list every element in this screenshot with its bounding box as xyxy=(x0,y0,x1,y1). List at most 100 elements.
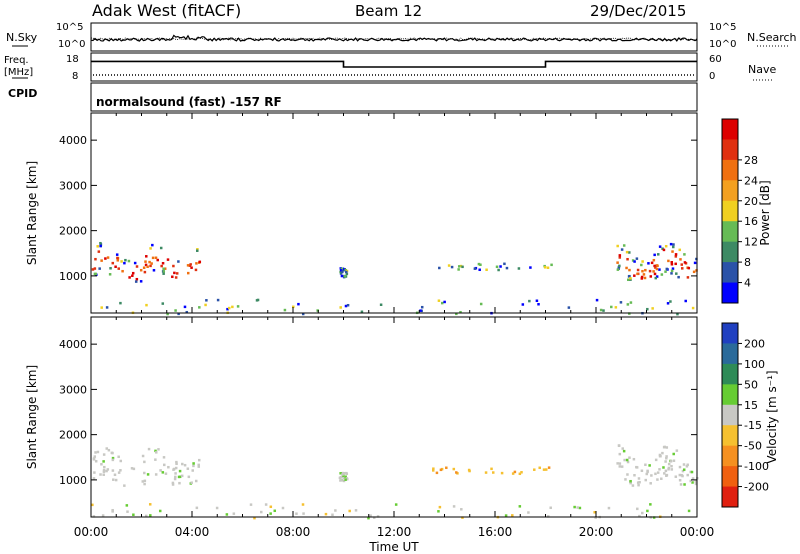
scatter-cell xyxy=(420,305,424,309)
scatter-cell xyxy=(117,471,121,474)
power-y-axis: 1000 2000 3000 4000 xyxy=(59,113,698,313)
cpid-text: normalsound (fast) -157 RF xyxy=(96,95,282,109)
scatter-cell xyxy=(177,312,180,316)
scatter-cell xyxy=(542,468,546,471)
scatter-cell xyxy=(637,477,641,480)
scatter-cell xyxy=(691,477,695,480)
x-tick-label: 00:00 xyxy=(680,525,715,539)
scatter-cell xyxy=(419,309,422,312)
scatter-cell xyxy=(682,468,686,471)
scatter-cell xyxy=(626,473,629,476)
scatter-cell xyxy=(143,482,146,486)
scatter-cell xyxy=(106,256,110,259)
scatter-cell xyxy=(443,300,446,304)
scatter-cell xyxy=(479,263,482,267)
scatter-cell xyxy=(457,268,460,271)
scatter-cell xyxy=(669,242,673,246)
scatter-cell xyxy=(664,469,668,473)
colorbar-tick-label: 28 xyxy=(744,154,758,167)
scatter-cell xyxy=(102,460,105,463)
scatter-cell xyxy=(123,484,126,487)
scatter-cell xyxy=(633,274,636,277)
scatter-cell xyxy=(654,276,658,280)
scatter-cell xyxy=(511,514,514,517)
scatter-cell xyxy=(646,509,649,513)
scatter-cell xyxy=(652,516,656,519)
scatter-cell xyxy=(131,271,135,275)
scatter-cell xyxy=(640,275,644,279)
scatter-cell xyxy=(593,511,596,514)
scatter-cell xyxy=(686,276,690,279)
y-tick-label: 4000 xyxy=(59,338,87,351)
scatter-cell xyxy=(543,266,547,269)
colorbar-cell xyxy=(722,445,738,467)
scatter-cell xyxy=(632,457,636,461)
scatter-cell xyxy=(102,453,106,456)
scatter-cell xyxy=(144,514,148,518)
power-colorbar: 4 8 12 16 20 24 28 xyxy=(721,118,758,304)
scatter-cell xyxy=(682,463,686,466)
scatter-cell xyxy=(154,473,158,476)
scatter-cell xyxy=(107,448,111,452)
scatter-cell xyxy=(550,263,553,267)
scatter-cell xyxy=(447,264,451,267)
scatter-cell xyxy=(112,478,115,481)
scatter-cell xyxy=(94,272,97,276)
scatter-cell xyxy=(127,259,131,263)
scatter-cell xyxy=(616,261,619,264)
scatter-cell xyxy=(171,275,174,279)
scatter-cell xyxy=(187,475,191,479)
x-tick-label: 00:00 xyxy=(74,525,109,539)
scatter-cell xyxy=(162,272,165,275)
scatter-cell xyxy=(658,245,662,248)
scatter-cell xyxy=(633,260,636,263)
colorbar-tick-label: 12 xyxy=(744,236,758,249)
scatter-cell xyxy=(681,469,685,473)
scatter-cell xyxy=(96,450,100,454)
scatter-cell xyxy=(226,307,229,311)
scatter-cell xyxy=(672,243,675,246)
cpid-panel xyxy=(90,82,698,112)
scatter-cell xyxy=(667,259,670,263)
scatter-cell xyxy=(186,271,190,275)
scatter-cell xyxy=(658,454,662,458)
scatter-cell xyxy=(162,270,166,273)
scatter-cell xyxy=(163,267,167,270)
scatter-cell xyxy=(646,470,649,474)
scatter-cell xyxy=(119,469,122,472)
scatter-cell xyxy=(643,276,647,280)
colorbar-frame xyxy=(721,322,739,508)
scatter-cell xyxy=(505,266,509,270)
nsearch-tick-top: 10^5 xyxy=(709,22,736,33)
scatter-cell xyxy=(625,266,628,270)
scatter-cell xyxy=(511,472,515,475)
scatter-cell xyxy=(341,270,344,274)
scatter-cell xyxy=(273,509,277,513)
scatter-cell xyxy=(681,267,684,270)
scatter-cell xyxy=(477,262,481,266)
scatter-cell xyxy=(144,263,148,267)
scatter-cell xyxy=(94,257,97,261)
scatter-cell xyxy=(599,308,603,312)
scatter-cell xyxy=(91,503,94,507)
freq-tick-bottom: 8 xyxy=(72,71,78,82)
scatter-cell xyxy=(111,261,115,265)
scatter-cell xyxy=(342,476,346,480)
scatter-cell xyxy=(295,512,298,515)
scatter-cell xyxy=(694,482,698,486)
scatter-cell xyxy=(111,469,115,472)
colorbar-cell xyxy=(722,486,738,508)
scatter-cell xyxy=(301,312,305,316)
scatter-cell xyxy=(149,247,152,250)
scatter-cell xyxy=(625,250,629,254)
scatter-cell xyxy=(677,275,680,279)
scatter-cell xyxy=(123,261,126,265)
scatter-cell xyxy=(459,310,462,314)
scatter-cell xyxy=(104,257,107,260)
scatter-cell xyxy=(654,458,658,462)
scatter-cell xyxy=(297,302,300,306)
scatter-cell xyxy=(178,469,182,473)
scatter-cell xyxy=(149,514,152,517)
scatter-cell xyxy=(664,460,667,463)
scatter-cell xyxy=(111,510,114,513)
